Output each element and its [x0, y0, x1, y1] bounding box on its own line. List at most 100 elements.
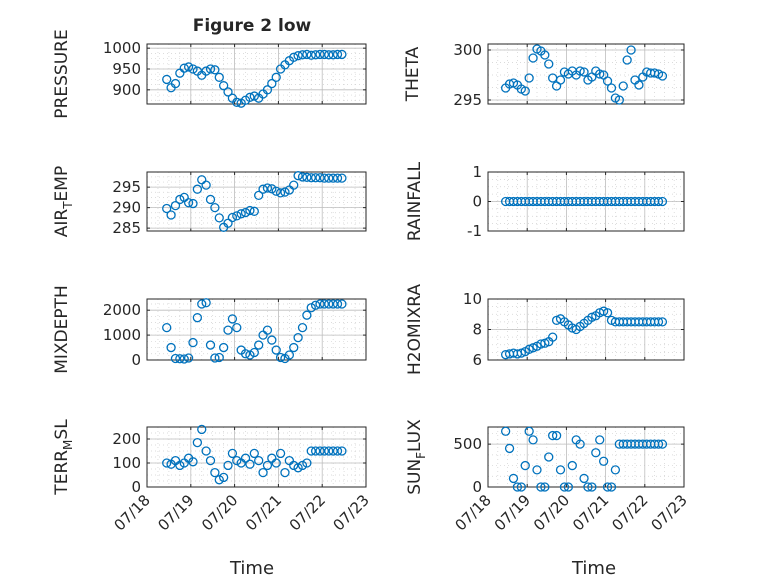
data-point	[284, 350, 295, 360]
data-point	[520, 86, 530, 96]
data-point	[649, 68, 660, 78]
x-tick-label: 07/21	[242, 491, 285, 534]
data-point	[324, 446, 334, 456]
data-point	[315, 173, 325, 183]
data-point	[170, 78, 181, 89]
data-point	[579, 473, 589, 484]
data-point	[657, 317, 668, 327]
data-point	[332, 49, 343, 60]
data-point	[591, 448, 601, 458]
plot-border	[146, 171, 367, 232]
y-tick-label: 300	[453, 41, 482, 59]
y-tick-label: 8	[472, 321, 482, 339]
data-point	[653, 317, 664, 327]
y-tick-label: 1000	[103, 39, 141, 57]
data-point	[249, 347, 259, 358]
plot-border	[487, 43, 685, 105]
data-point	[245, 459, 255, 469]
data-point	[227, 314, 238, 324]
data-point	[223, 218, 233, 228]
data-point	[223, 87, 233, 97]
y-tick-label: 6	[472, 351, 482, 369]
data-point	[214, 475, 224, 485]
data-point	[297, 460, 308, 471]
data-point	[548, 430, 558, 441]
data-point	[328, 446, 338, 456]
data-point	[188, 457, 198, 467]
data-point	[197, 424, 207, 435]
data-point	[602, 482, 613, 492]
data-point	[162, 203, 172, 214]
plot-border	[487, 298, 685, 361]
data-point	[524, 426, 534, 436]
data-point	[249, 206, 259, 216]
y-axis-label: MIXDEPTH	[52, 285, 72, 374]
x-tick-label: 07/23	[648, 491, 691, 534]
plot-border	[146, 43, 367, 105]
data-point	[606, 482, 617, 492]
data-point	[315, 446, 325, 456]
x-axis-label-right: Time	[571, 558, 616, 579]
data-point	[306, 50, 316, 60]
x-tick-label: 07/22	[608, 491, 651, 534]
data-point	[258, 184, 268, 194]
data-point	[297, 172, 308, 182]
subplot-h2omixra: 6 8 10 H2OMIXRA	[405, 284, 685, 375]
data-point	[328, 299, 338, 309]
data-point	[324, 173, 334, 183]
data-point	[280, 467, 290, 478]
data-point	[232, 322, 242, 333]
plot-border	[146, 298, 367, 361]
y-tick-label: 2000	[103, 301, 141, 319]
data-point	[306, 446, 316, 456]
data-point	[245, 205, 255, 216]
data-point	[210, 353, 220, 363]
data-point	[262, 85, 273, 95]
y-axis-label: AIRTEMP	[52, 166, 75, 237]
data-point	[166, 342, 176, 353]
figure-title: Figure 2 low	[193, 16, 312, 36]
y-tick-label: 0	[472, 193, 482, 211]
data-point	[297, 322, 308, 333]
data-point	[205, 194, 216, 205]
data-point	[192, 184, 203, 194]
subplot-pressure: 900 950 1000 PRESSURE	[52, 29, 367, 119]
data-point	[315, 299, 325, 309]
data-point	[289, 52, 299, 62]
data-point	[319, 446, 330, 456]
data-point	[236, 209, 246, 219]
data-point	[337, 299, 347, 309]
data-point	[232, 211, 242, 221]
data-point	[324, 299, 334, 309]
y-axis-label: SUNFLUX	[405, 419, 428, 495]
plot-border	[487, 426, 685, 488]
data-point	[201, 446, 211, 456]
data-point	[602, 308, 613, 318]
y-tick-label: 0	[131, 351, 141, 369]
y-tick-label: 1000	[103, 326, 141, 344]
data-point	[540, 50, 550, 60]
data-point	[657, 71, 668, 81]
x-tick-label: 07/18	[452, 491, 495, 534]
data-point	[544, 452, 554, 462]
data-point	[205, 64, 216, 74]
y-tick-label: 295	[112, 178, 141, 196]
y-tick-label: 0	[472, 478, 482, 496]
data-point	[254, 190, 264, 201]
data-point	[188, 337, 198, 348]
data-point	[610, 465, 621, 475]
data-point	[634, 80, 644, 90]
data-point	[653, 439, 664, 449]
data-point	[310, 50, 321, 60]
data-point	[183, 353, 194, 363]
data-point	[583, 482, 593, 492]
data-point	[602, 76, 613, 86]
data-point	[275, 352, 286, 363]
data-point	[551, 430, 562, 441]
data-point	[508, 473, 519, 484]
data-point	[575, 66, 585, 76]
data-point	[205, 340, 216, 350]
data-point	[618, 81, 628, 91]
